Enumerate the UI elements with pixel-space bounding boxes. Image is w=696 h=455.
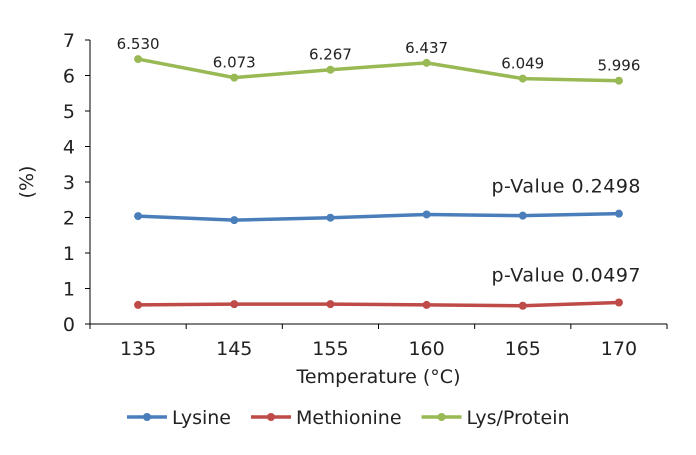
data-point-methionine <box>422 300 431 309</box>
y-tick-label: 5 <box>63 101 75 123</box>
x-tick-label: 135 <box>120 338 156 360</box>
x-tick-label: 155 <box>312 338 348 360</box>
data-point-lys-protein <box>134 55 143 64</box>
data-label: 5.996 <box>597 57 640 75</box>
y-tick-label: 0 <box>63 314 75 336</box>
data-point-lysine <box>134 212 143 221</box>
data-label: 6.437 <box>405 39 448 57</box>
data-point-methionine <box>230 300 239 309</box>
y-tick-label: 6 <box>63 66 75 88</box>
legend: Lysine Methionine Lys/Protein <box>127 407 570 429</box>
legend-marker-lys-protein <box>437 413 446 421</box>
annotations: p-Value 0.2498 p-Value 0.0497 <box>492 176 642 287</box>
data-point-methionine <box>134 300 143 309</box>
x-axis-title: Temperature (°C) <box>296 366 461 388</box>
data-label: 6.530 <box>117 35 160 53</box>
data-point-lys-protein <box>518 74 527 83</box>
legend-label-lysine: Lysine <box>172 407 231 429</box>
data-point-methionine <box>326 300 335 309</box>
y-tick-label: 2 <box>63 208 75 230</box>
data-point-lys-protein <box>422 58 431 67</box>
y-axis-ticks: 0 1 1 2 3 4 5 6 7 <box>63 30 90 336</box>
data-point-lys-protein <box>230 73 239 82</box>
x-tick-label: 145 <box>216 338 252 360</box>
data-point-methionine <box>518 301 527 310</box>
p-value-annotation: p-Value 0.0497 <box>492 264 642 286</box>
legend-marker-methionine <box>267 413 275 421</box>
x-axis-ticks: 135 145 155 160 165 170 <box>89 324 668 360</box>
y-tick-label: 1 <box>63 279 75 301</box>
y-tick-label: 3 <box>63 172 75 194</box>
series-line-methionine <box>138 300 619 308</box>
p-value-annotation: p-Value 0.2498 <box>492 176 642 198</box>
x-tick-label: 170 <box>601 338 637 360</box>
data-label: 6.049 <box>501 55 544 73</box>
series-layer <box>134 55 623 310</box>
data-point-lys-protein <box>614 76 623 85</box>
data-point-lysine <box>614 209 623 218</box>
data-label: 6.073 <box>213 54 256 72</box>
data-labels: 6.530 6.073 6.267 6.437 6.049 5.996 <box>117 35 641 75</box>
legend-marker-lysine <box>143 413 151 421</box>
legend-label-methionine: Methionine <box>296 407 402 429</box>
data-point-lysine <box>518 211 527 220</box>
series-line-lys-protein <box>137 57 619 83</box>
legend-label-lys-protein: Lys/Protein <box>467 407 570 429</box>
data-point-lysine <box>326 213 335 222</box>
x-tick-label: 160 <box>408 338 444 360</box>
data-point-lysine <box>230 216 239 225</box>
data-point-methionine <box>614 298 623 307</box>
x-tick-label: 165 <box>505 338 541 360</box>
y-tick-label: 4 <box>63 137 75 159</box>
y-axis-title: (%) <box>16 166 38 199</box>
series-line-lysine <box>138 211 619 222</box>
data-point-lysine <box>422 210 431 219</box>
y-tick-label: 7 <box>63 30 75 52</box>
data-label: 6.267 <box>309 46 352 64</box>
data-point-lys-protein <box>326 65 335 74</box>
y-tick-label: 1 <box>63 243 75 265</box>
